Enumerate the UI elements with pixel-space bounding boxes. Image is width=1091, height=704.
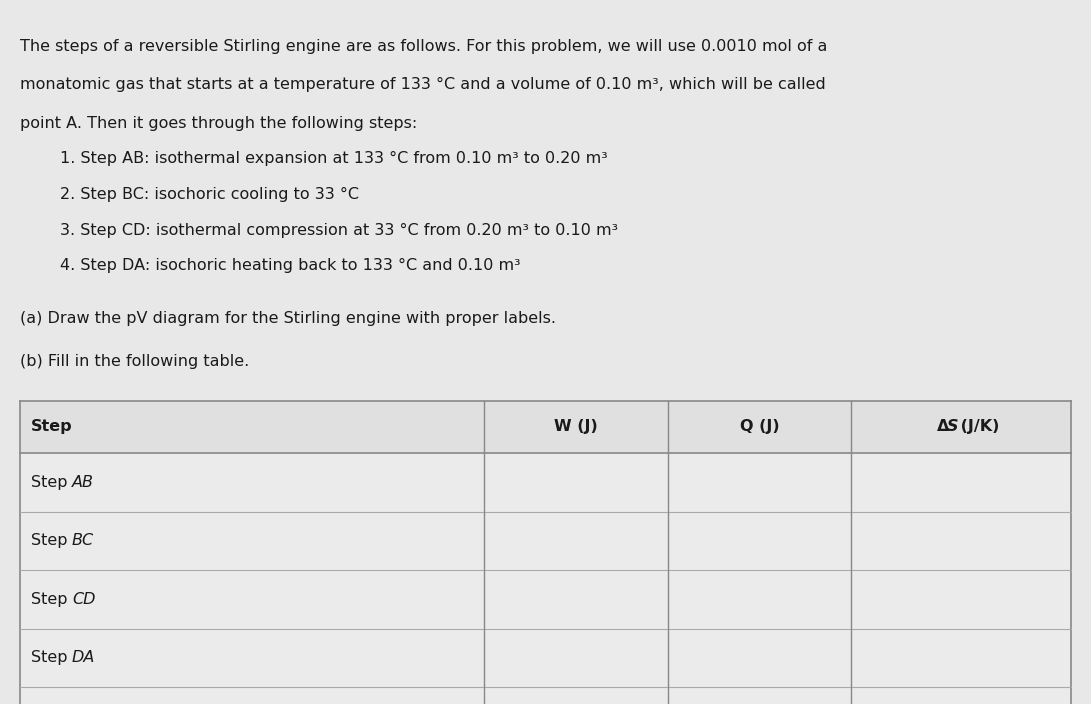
Text: Step: Step bbox=[31, 534, 72, 548]
Text: monatomic gas that starts at a temperature of 133 °C and a volume of 0.10 m³, wh: monatomic gas that starts at a temperatu… bbox=[20, 77, 826, 92]
Text: 1. Step AB: isothermal expansion at 133 °C from 0.10 m³ to 0.20 m³: 1. Step AB: isothermal expansion at 133 … bbox=[60, 151, 608, 166]
Text: 3. Step CD: isothermal compression at 33 °C from 0.20 m³ to 0.10 m³: 3. Step CD: isothermal compression at 33… bbox=[60, 222, 619, 238]
Text: DA: DA bbox=[72, 650, 95, 665]
Text: Step: Step bbox=[31, 420, 72, 434]
Text: S: S bbox=[947, 420, 958, 434]
Text: Δ: Δ bbox=[937, 420, 949, 434]
Bar bbox=[20, 401, 1071, 453]
Text: 4. Step DA: isochoric heating back to 133 °C and 0.10 m³: 4. Step DA: isochoric heating back to 13… bbox=[60, 258, 520, 273]
Bar bbox=[20, 512, 1071, 570]
Text: Step: Step bbox=[31, 592, 72, 607]
Text: CD: CD bbox=[72, 592, 96, 607]
Text: The steps of a reversible Stirling engine are as follows. For this problem, we w: The steps of a reversible Stirling engin… bbox=[20, 39, 827, 54]
Bar bbox=[20, 629, 1071, 687]
Bar bbox=[20, 687, 1071, 704]
Text: Step: Step bbox=[31, 650, 72, 665]
Text: (a) Draw the pV diagram for the Stirling engine with proper labels.: (a) Draw the pV diagram for the Stirling… bbox=[20, 311, 555, 327]
Text: W (J): W (J) bbox=[554, 420, 598, 434]
Text: BC: BC bbox=[72, 534, 94, 548]
Bar bbox=[20, 570, 1071, 629]
Text: (b) Fill in the following table.: (b) Fill in the following table. bbox=[20, 354, 249, 369]
Text: Step: Step bbox=[31, 475, 72, 490]
Text: Q (J): Q (J) bbox=[740, 420, 779, 434]
Text: AB: AB bbox=[72, 475, 94, 490]
Text: point A. Then it goes through the following steps:: point A. Then it goes through the follow… bbox=[20, 116, 417, 131]
Text: (J/K): (J/K) bbox=[956, 420, 999, 434]
Text: 2. Step BC: isochoric cooling to 33 °C: 2. Step BC: isochoric cooling to 33 °C bbox=[60, 187, 359, 202]
Bar bbox=[20, 453, 1071, 512]
